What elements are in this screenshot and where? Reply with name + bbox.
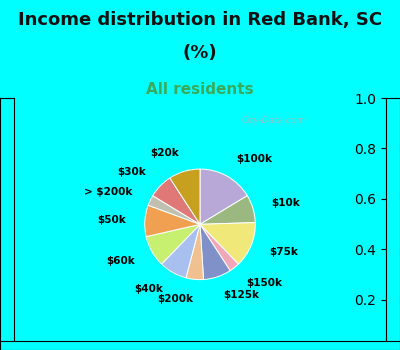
Text: $10k: $10k: [272, 198, 300, 208]
Wedge shape: [200, 223, 255, 264]
Text: $100k: $100k: [237, 154, 273, 164]
Text: $75k: $75k: [269, 247, 298, 257]
Wedge shape: [200, 169, 247, 224]
Text: $50k: $50k: [97, 215, 126, 225]
Text: City-Data.com: City-Data.com: [242, 116, 306, 125]
Text: (%): (%): [183, 44, 217, 62]
Text: $20k: $20k: [150, 148, 179, 158]
Wedge shape: [153, 178, 200, 224]
Text: $150k: $150k: [246, 278, 282, 288]
Wedge shape: [146, 224, 200, 264]
Text: All residents: All residents: [146, 82, 254, 97]
Wedge shape: [200, 196, 255, 224]
Text: $30k: $30k: [118, 167, 146, 177]
Text: $40k: $40k: [134, 284, 163, 294]
Text: > $200k: > $200k: [84, 187, 133, 197]
Wedge shape: [186, 224, 204, 280]
Wedge shape: [162, 224, 200, 278]
Text: $125k: $125k: [224, 290, 260, 300]
Wedge shape: [200, 224, 230, 280]
Wedge shape: [148, 196, 200, 224]
Text: Income distribution in Red Bank, SC: Income distribution in Red Bank, SC: [18, 10, 382, 28]
Wedge shape: [170, 169, 200, 224]
Text: $60k: $60k: [106, 256, 135, 266]
Wedge shape: [145, 205, 200, 237]
Wedge shape: [200, 224, 238, 271]
Text: $200k: $200k: [157, 294, 193, 303]
